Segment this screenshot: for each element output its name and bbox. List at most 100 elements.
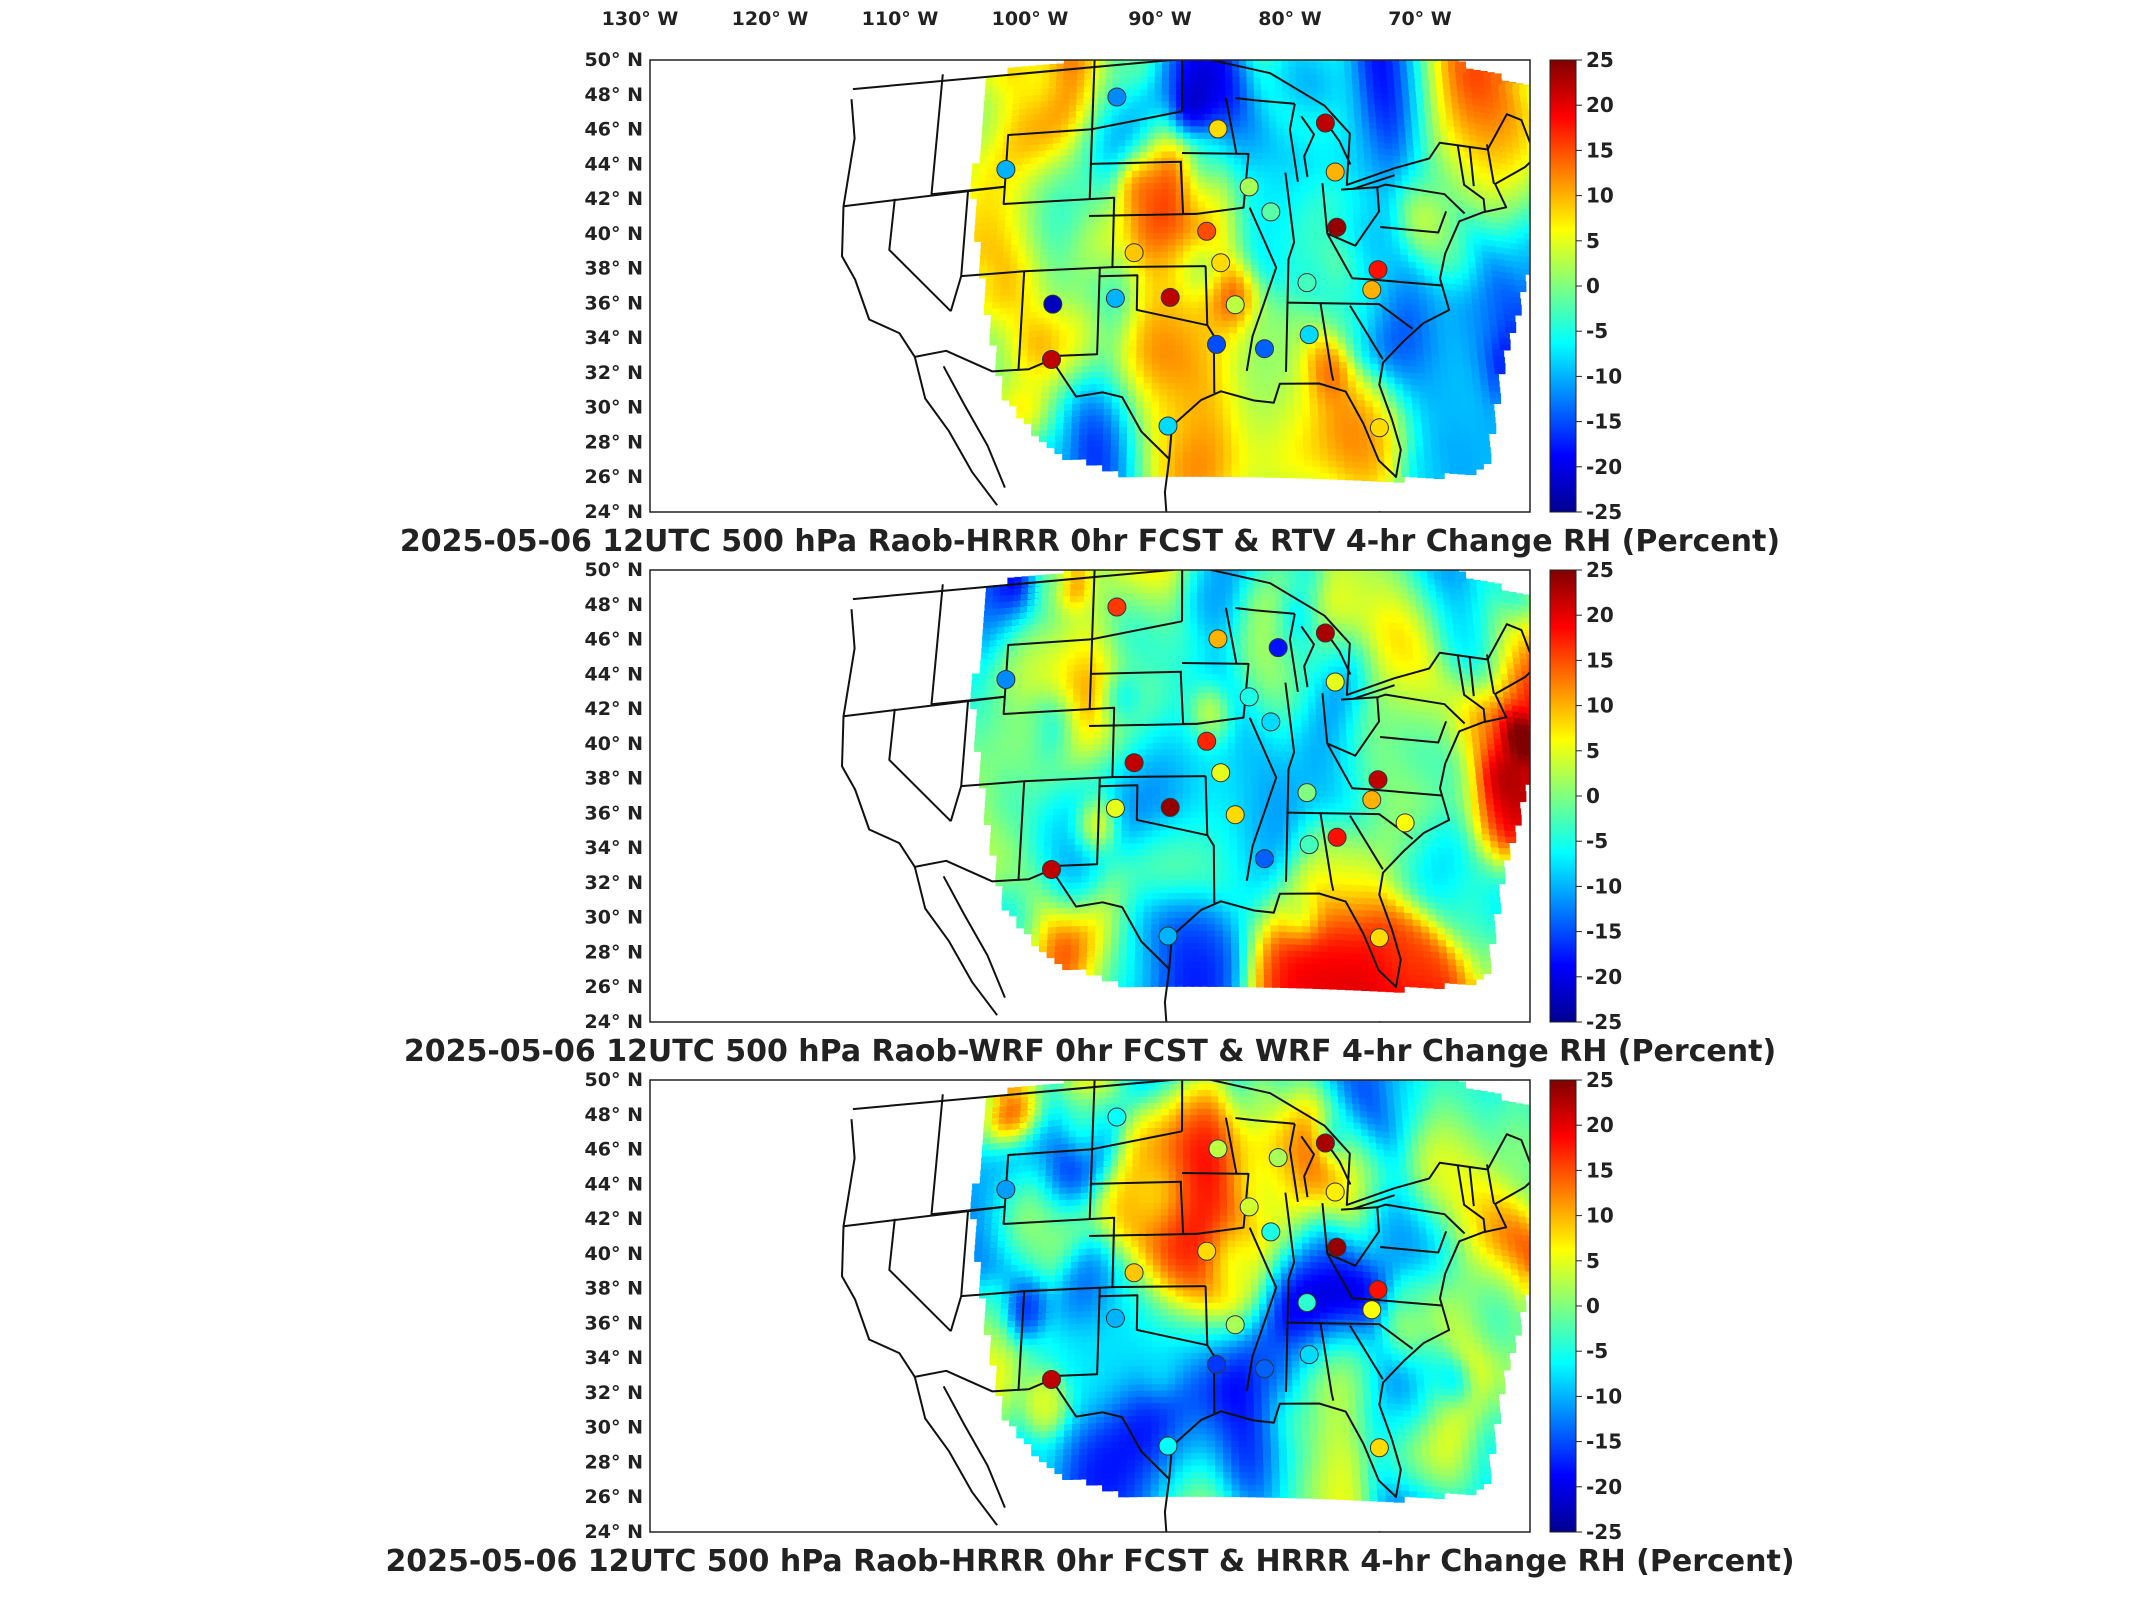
field-cell [1428,228,1440,240]
field-cell [1396,102,1408,114]
field-cell [1103,404,1115,416]
field-cell [1211,71,1223,83]
field-cell [1183,184,1194,196]
field-cell [1110,129,1122,141]
field-cell [1127,47,1138,58]
field-cell [1472,294,1483,305]
field-cell [1401,975,1413,987]
field-cell [1281,74,1293,86]
field-cell [1344,450,1356,462]
field-cell [1253,60,1265,66]
field-cell [993,278,1005,290]
field-cell [1326,418,1338,430]
field-cell [1390,120,1402,132]
field-cell [1270,416,1282,428]
field-cell [1098,73,1110,85]
field-cell [1247,453,1259,465]
field-cell [1359,315,1371,326]
field-cell [1387,168,1399,180]
field-cell [1402,373,1414,385]
field-cell [1440,278,1452,290]
field-cell [1493,157,1505,169]
field-cell [1222,378,1234,390]
field-cell [1211,60,1223,71]
field-cell [1351,432,1363,444]
field-cell [1122,260,1134,271]
field-cell [1009,382,1021,394]
field-cell [1422,430,1434,442]
field-cell [1303,87,1315,99]
field-cell [1294,218,1306,230]
field-cell [1153,153,1165,165]
field-cell [1235,209,1246,221]
field-cell [1341,134,1353,146]
field-cell [1308,380,1320,392]
field-cell [1056,399,1068,411]
field-cell [1119,391,1131,403]
field-cell [1333,251,1345,263]
field-cell [1220,209,1232,221]
field-cell [1351,302,1363,313]
field-cell [1294,423,1306,435]
field-cell [1339,233,1351,245]
field-cell [1433,283,1445,295]
field-cell [977,193,988,205]
field-cell [1365,402,1377,413]
field-cell [1168,215,1180,227]
field-cell [1145,272,1157,284]
field-cell [1253,372,1265,384]
field-cell [1477,343,1488,355]
field-cell [1206,409,1218,421]
field-cell [1207,440,1219,452]
field-cell [1129,278,1141,290]
field-cell [1524,180,1530,192]
field-cell [1329,182,1341,194]
field-cell [1338,202,1350,213]
field-cell [984,100,995,112]
field-cell [1190,390,1202,402]
field-cell [1396,108,1408,120]
field-cell [1393,354,1405,366]
field-cell [1197,196,1209,208]
field-cell [1175,240,1187,252]
field-cell [1373,408,1385,420]
field-cell [1235,222,1247,234]
field-cell [979,255,991,267]
field-cell [1450,303,1462,315]
field-cell [1349,153,1361,165]
field-cell [1176,40,1187,51]
field-cell [1460,116,1472,128]
field-cell [1434,382,1446,393]
field-cell [1293,386,1305,398]
field-cell [1215,969,1227,981]
field-cell [1126,84,1138,96]
field-cell [1397,120,1409,132]
field-cell [1213,309,1225,321]
field-cell [1070,68,1082,80]
field-cell [1391,440,1403,452]
field-cell [1354,351,1366,363]
field-cell [1326,412,1338,424]
field-cell [1467,403,1479,415]
field-cell [1103,397,1115,409]
field-cell [1457,219,1468,231]
field-cell [984,193,996,205]
field-cell [1043,188,1055,200]
field-cell [1417,276,1429,288]
field-cell [1138,184,1150,196]
field-cell [1143,416,1155,427]
field-cell [1304,977,1316,989]
field-cell [1113,310,1125,322]
field-cell [1102,970,1114,982]
map-panel-raob-hrrr-rtv: 50° N48° N46° N44° N42° N40° N38° N36° N… [400,40,1780,559]
field-cell [1427,222,1439,234]
field-cell [1320,300,1332,312]
field-cell [1394,261,1406,273]
field-cell [1190,397,1202,408]
field-cell [1183,165,1194,177]
field-cell [1021,320,1033,332]
field-cell [1459,171,1471,183]
field-cell [975,218,987,230]
field-cell [1460,408,1472,420]
field-cell [1359,86,1371,98]
